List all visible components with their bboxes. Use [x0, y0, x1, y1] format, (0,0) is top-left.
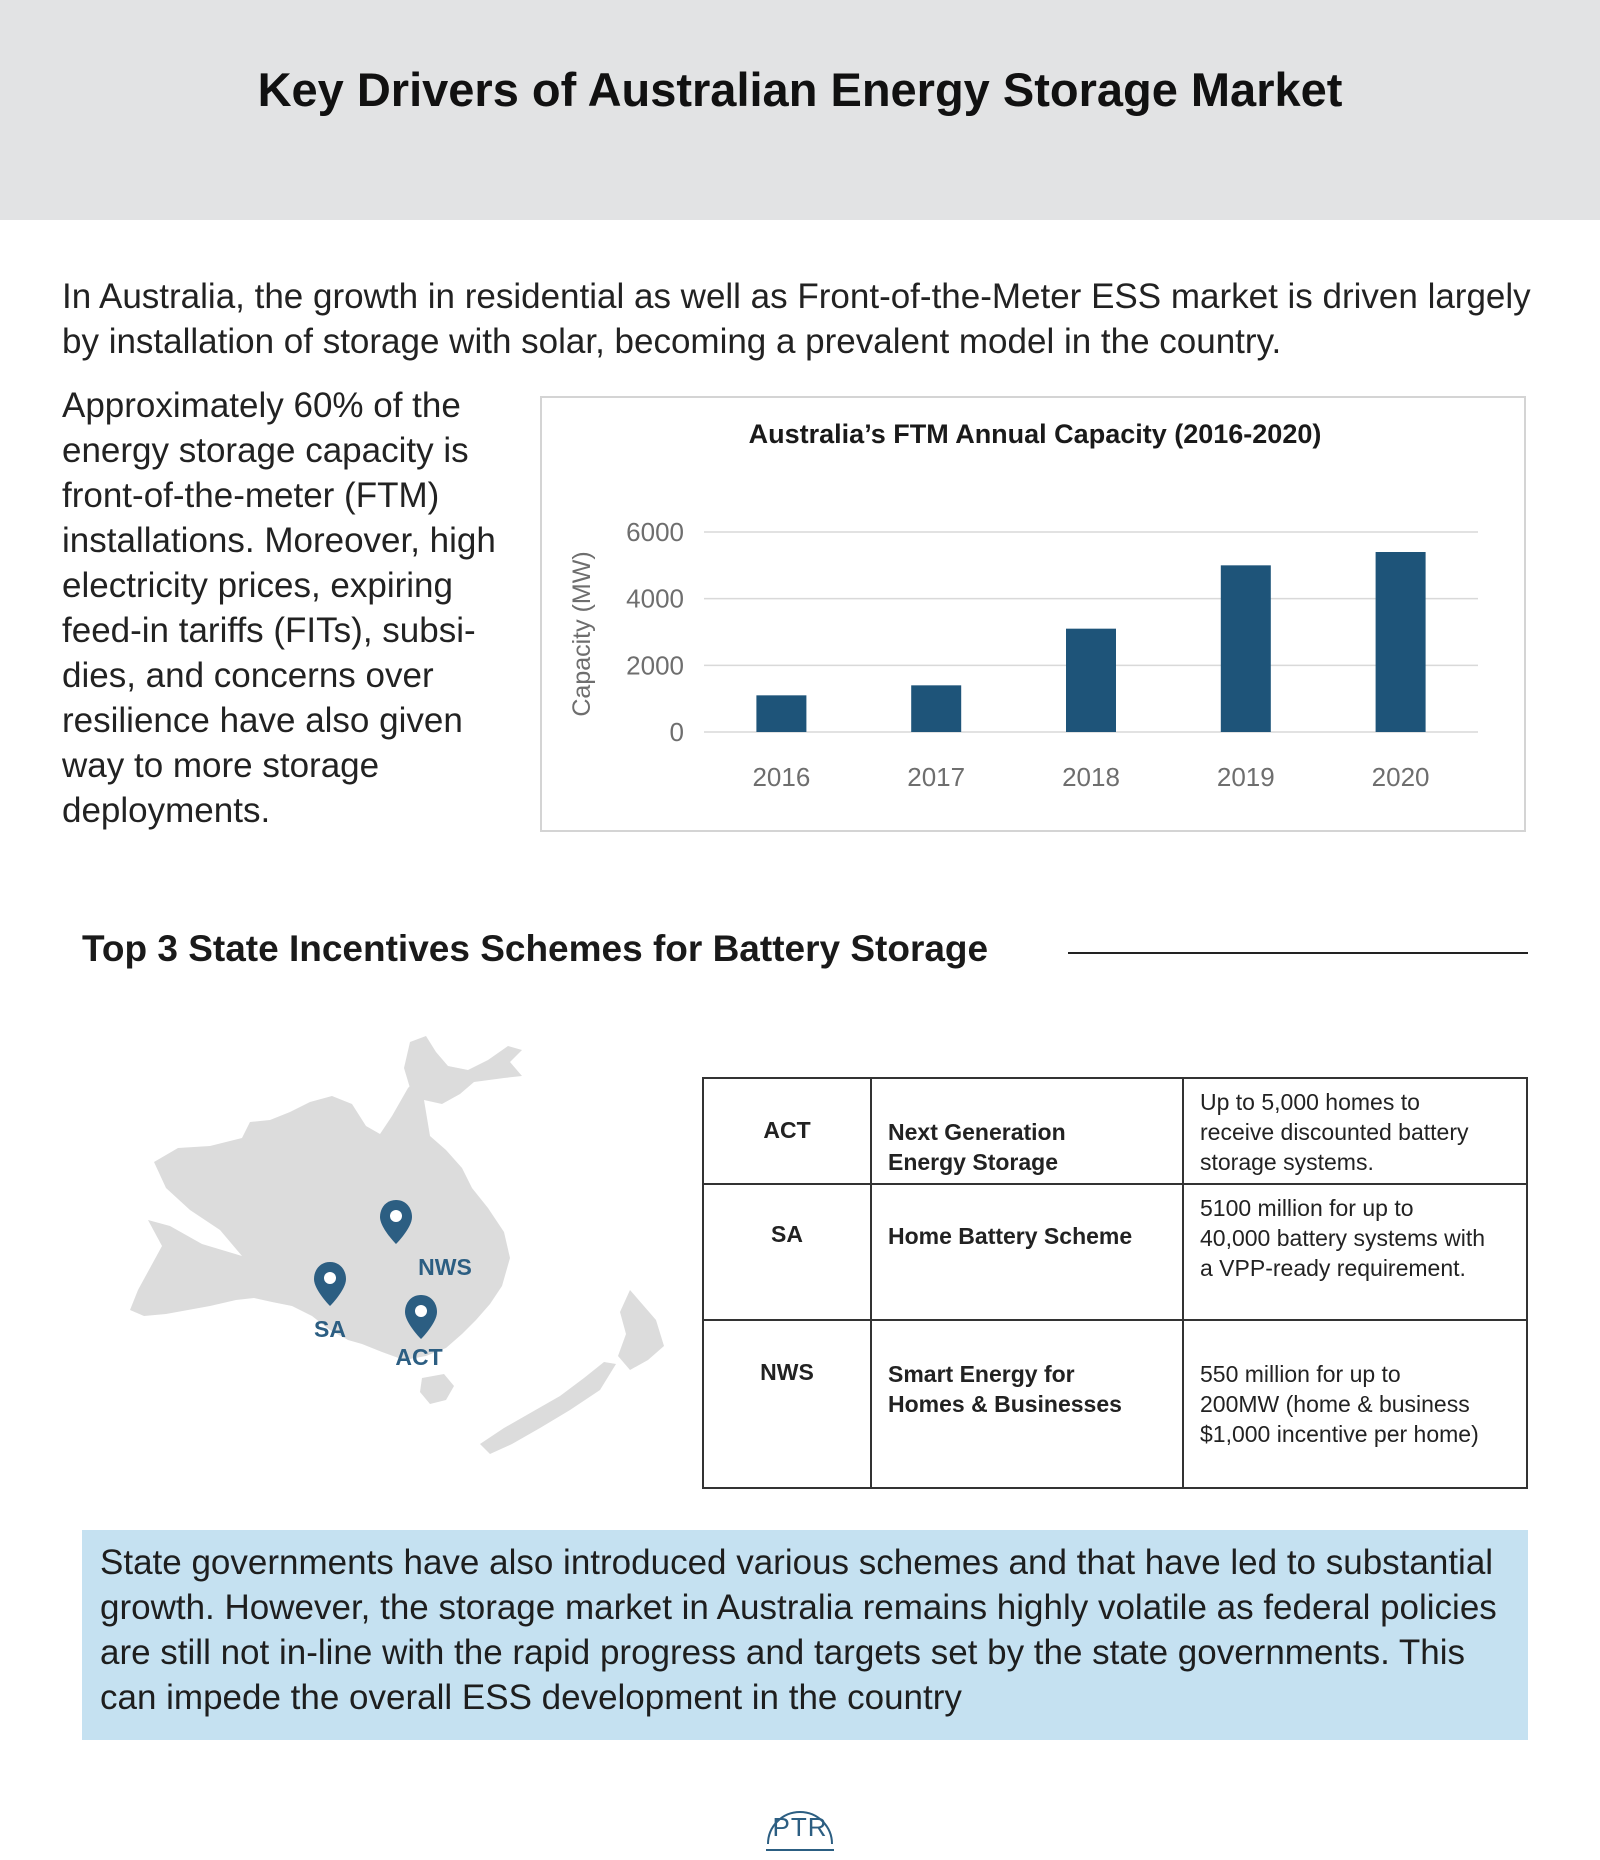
ftm-capacity-chart: Australia’s FTM Annual Capacity (2016-20… [540, 396, 1526, 832]
bar-2016 [756, 695, 807, 732]
papua-new-guinea-shape [404, 1036, 522, 1104]
detail-cell: Up to 5,000 homes to receive discounted … [1182, 1077, 1528, 1185]
state-cell: SA [702, 1183, 872, 1321]
scheme-line: Home Battery Scheme [888, 1223, 1133, 1249]
x-tick-label: 2020 [1372, 762, 1430, 792]
sa-location-pin-icon [314, 1262, 346, 1306]
scheme-cell: Next Generation Energy Storage [870, 1077, 1184, 1185]
bar-2018 [1066, 628, 1116, 732]
chart-bars [756, 552, 1426, 732]
scheme-line: Energy Storage [888, 1149, 1058, 1175]
detail-line: a VPP-ready requirement. [1200, 1255, 1466, 1281]
incentives-section-title: Top 3 State Incentives Schemes for Batte… [82, 928, 989, 969]
bar-2017 [911, 685, 962, 732]
chart-title: Australia’s FTM Annual Capacity (2016-20… [749, 419, 1322, 449]
scheme-line: Smart Energy for [888, 1361, 1075, 1387]
detail-line: receive discounted battery [1200, 1119, 1469, 1145]
table-row: SA Home Battery Scheme 5100 million for … [702, 1183, 1528, 1321]
summary-callout: State governments have also introduced v… [82, 1530, 1528, 1740]
x-tick-label: 2016 [752, 762, 810, 792]
detail-line: Up to 5,000 homes to [1200, 1089, 1420, 1115]
y-tick-label: 6000 [626, 517, 684, 547]
intro-paragraph: In Australia, the growth in residential … [62, 277, 1531, 361]
new-zealand-south-shape [480, 1362, 616, 1454]
scheme-cell: Smart Energy for Homes & Businesses [870, 1319, 1184, 1489]
australia-mainland-shape [130, 1078, 510, 1360]
y-tick-label: 4000 [626, 584, 684, 614]
bar-2020 [1375, 552, 1426, 732]
map-label-nws: NWS [418, 1254, 472, 1280]
detail-line: 40,000 battery systems with [1200, 1225, 1486, 1251]
x-tick-label: 2017 [907, 762, 965, 792]
x-tick-label: 2019 [1217, 762, 1275, 792]
detail-cell: 5100 million for up to 40,000 battery sy… [1182, 1183, 1528, 1321]
side-paragraph: Approximately 60% of the energy storage … [62, 386, 496, 830]
state-name: SA [771, 1221, 803, 1247]
detail-line: 550 million for up to [1200, 1361, 1401, 1387]
state-name: ACT [763, 1117, 811, 1143]
chart-canvas: Australia’s FTM Annual Capacity (2016-20… [568, 419, 1478, 792]
y-axis-label: Capacity (MW) [568, 551, 596, 716]
logo-text: PTR [773, 1812, 828, 1842]
y-tick-label: 2000 [626, 650, 684, 680]
incentive-schemes-table: ACT Next Generation Energy Storage Up to… [702, 1077, 1528, 1489]
ptr-logo: PTR [766, 1811, 834, 1851]
detail-line: $1,000 incentive per home) [1200, 1421, 1479, 1447]
new-zealand-north-shape [618, 1290, 664, 1370]
chart-tick-labels: 0 2000 4000 6000 2016 2017 2018 2019 2020 [626, 517, 1429, 792]
section-divider [1068, 952, 1528, 954]
scheme-line: Homes & Businesses [888, 1391, 1122, 1417]
detail-cell: 550 million for up to 200MW (home & busi… [1182, 1319, 1528, 1489]
page-title: Key Drivers of Australian Energy Storage… [257, 63, 1343, 116]
state-cell: NWS [702, 1319, 872, 1489]
table-row: NWS Smart Energy for Homes & Businesses … [702, 1319, 1528, 1489]
summary-text: State governments have also introduced v… [100, 1543, 1497, 1717]
detail-line: storage systems. [1200, 1149, 1374, 1175]
map-label-sa: SA [314, 1316, 346, 1342]
bar-2019 [1220, 565, 1271, 732]
scheme-line: Next Generation [888, 1119, 1066, 1145]
header-banner: Key Drivers of Australian Energy Storage… [0, 0, 1600, 220]
detail-line: 5100 million for up to [1200, 1195, 1414, 1221]
scheme-cell: Home Battery Scheme [870, 1183, 1184, 1321]
x-tick-label: 2018 [1062, 762, 1120, 792]
state-name: NWS [760, 1359, 814, 1385]
table-row: ACT Next Generation Energy Storage Up to… [702, 1077, 1528, 1185]
australia-map: NWS SA ACT [130, 1036, 664, 1454]
nws-location-pin-icon [380, 1200, 412, 1244]
tasmania-shape [420, 1374, 454, 1404]
state-cell: ACT [702, 1077, 872, 1185]
act-location-pin-icon [405, 1295, 437, 1339]
detail-line: 200MW (home & business [1200, 1391, 1470, 1417]
y-tick-label: 0 [670, 717, 684, 747]
map-label-act: ACT [395, 1344, 442, 1370]
